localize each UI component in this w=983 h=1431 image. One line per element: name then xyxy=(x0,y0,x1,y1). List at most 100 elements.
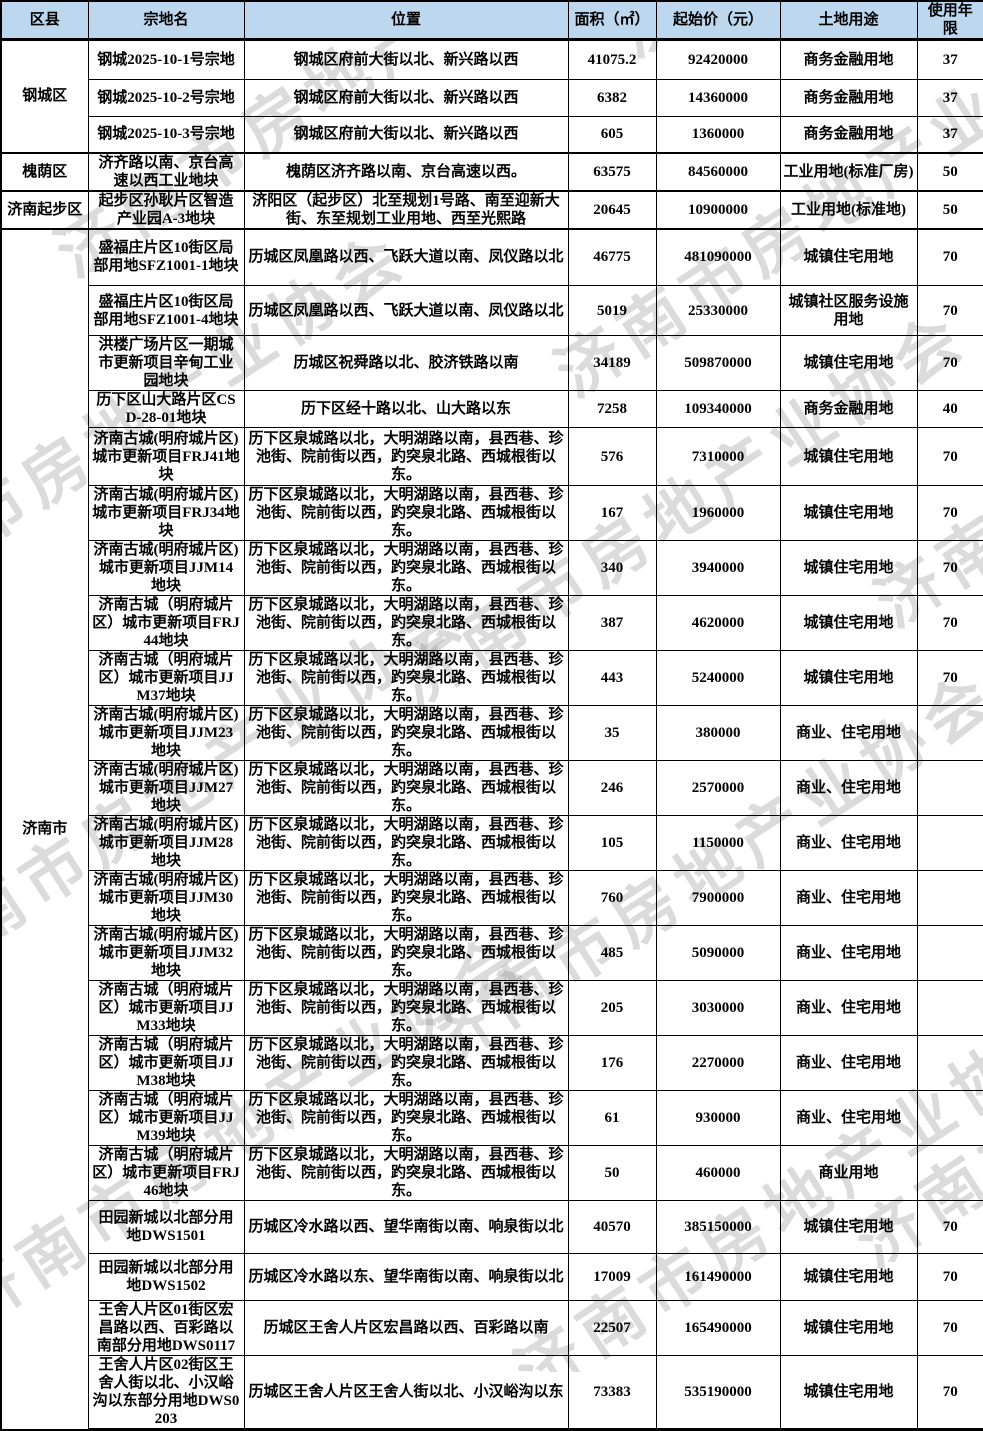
land-use-cell: 商业、住宅用地 xyxy=(779,870,918,926)
col-header-use-years: 使用年限 xyxy=(916,0,983,41)
area-cell: 20645 xyxy=(567,189,657,229)
start-price-cell: 380000 xyxy=(655,705,781,761)
table-row: 济南古城（明府城片区）城市更新项目JJM38地块 历下区泉城路以北，大明湖路以南，… xyxy=(1,1035,983,1091)
start-price-cell: 509870000 xyxy=(655,335,781,391)
header-row: 区县 宗地名 位置 面积（㎡） 起始价（元） 土地用途 使用年限 xyxy=(0,0,983,41)
land-use-cell: 城镇住宅用地 xyxy=(779,427,918,486)
parcel-name-cell: 济齐路以南、京台高速以西工业地块 xyxy=(87,151,245,191)
start-price-cell: 5240000 xyxy=(655,650,781,706)
area-cell: 443 xyxy=(567,650,657,706)
use-years-cell xyxy=(916,705,983,761)
parcel-name-cell: 田园新城以北部分用地DWS1502 xyxy=(87,1253,245,1301)
table-row: 济南古城（明府城片区）城市更新项目JJM33地块 历下区泉城路以北，大明湖路以南，… xyxy=(1,980,983,1036)
start-price-cell: 535190000 xyxy=(655,1355,781,1431)
area-cell: 40570 xyxy=(567,1200,657,1254)
table-row: 王舍人片区01街区宏昌路以西、百彩路以南部分用地DWS0117 历城区王舍人片区宏… xyxy=(1,1300,983,1356)
location-cell: 历城区冷水路以东、望华南街以南、响泉街以北 xyxy=(243,1253,569,1301)
start-price-cell: 1960000 xyxy=(655,485,781,541)
location-cell: 历下区泉城路以北，大明湖路以南，县西巷、珍池街、院前街以西，趵突泉北路、西城根街… xyxy=(243,980,569,1036)
use-years-cell: 70 xyxy=(916,595,983,651)
table-row: 济南古城(明府城片区)城市更新项目JJM28地块 历下区泉城路以北，大明湖路以南，… xyxy=(1,815,983,871)
location-cell: 历下区经十路以北、山大路以东 xyxy=(243,390,569,428)
use-years-cell xyxy=(916,815,983,871)
table-row: 济南古城(明府城片区)城市更新项目JJM23地块 历下区泉城路以北，大明湖路以南，… xyxy=(1,705,983,761)
district-cell: 槐荫区 xyxy=(0,151,89,191)
location-cell: 钢城区府前大街以北、新兴路以西 xyxy=(243,38,569,80)
use-years-cell: 70 xyxy=(916,650,983,706)
col-header-area: 面积（㎡） xyxy=(567,0,657,41)
location-cell: 历下区泉城路以北，大明湖路以南，县西巷、珍池街、院前街以西，趵突泉北路、西城根街… xyxy=(243,815,569,871)
start-price-cell: 1360000 xyxy=(655,116,781,153)
area-cell: 22507 xyxy=(567,1300,657,1356)
col-header-parcel-name: 宗地名 xyxy=(87,0,245,41)
use-years-cell xyxy=(916,1035,983,1091)
parcel-name-cell: 济南古城(明府城片区)城市更新项目FRJ41地块 xyxy=(87,427,245,486)
location-cell: 历城区王舍人片区王舍人街以北、小汉峪沟以东 xyxy=(243,1355,569,1431)
start-price-cell: 92420000 xyxy=(655,38,781,80)
land-use-cell: 商业、住宅用地 xyxy=(779,980,918,1036)
location-cell: 历城区凤凰路以西、飞跃大道以南、凤仪路以北 xyxy=(243,285,569,336)
area-cell: 605 xyxy=(567,116,657,153)
table-row: 济南古城(明府城片区)城市更新项目JJM30地块 历下区泉城路以北，大明湖路以南，… xyxy=(1,870,983,926)
use-years-cell: 70 xyxy=(916,540,983,596)
area-cell: 6382 xyxy=(567,79,657,117)
land-use-cell: 商务金融用地 xyxy=(779,390,918,428)
start-price-cell: 165490000 xyxy=(655,1300,781,1356)
land-use-cell: 商业、住宅用地 xyxy=(779,1035,918,1091)
location-cell: 历下区泉城路以北，大明湖路以南，县西巷、珍池街、院前街以西，趵突泉北路、西城根街… xyxy=(243,485,569,541)
table-row: 田园新城以北部分用地DWS1501 历城区冷水路以西、望华南街以南、响泉街以北 40… xyxy=(1,1200,983,1254)
table-body: 钢城区 钢城2025-10-1号宗地 钢城区府前大街以北、新兴路以西 41075.2 9… xyxy=(0,38,983,1431)
use-years-cell xyxy=(916,980,983,1036)
use-years-cell: 50 xyxy=(916,189,983,229)
use-years-cell xyxy=(916,870,983,926)
table-row: 钢城2025-10-3号宗地 钢城区府前大街以北、新兴路以西 605 1360000 商… xyxy=(1,116,983,153)
parcel-name-cell: 济南古城（明府城片区）城市更新项目JJM39地块 xyxy=(87,1090,245,1146)
start-price-cell: 7900000 xyxy=(655,870,781,926)
use-years-cell: 37 xyxy=(916,38,983,80)
land-use-cell: 商务金融用地 xyxy=(779,38,918,80)
table-row: 济南古城（明府城片区）城市更新项目JJM39地块 历下区泉城路以北，大明湖路以南，… xyxy=(1,1090,983,1146)
parcel-name-cell: 济南古城（明府城片区）城市更新项目FRJ44地块 xyxy=(87,595,245,651)
land-use-cell: 城镇住宅用地 xyxy=(779,1200,918,1254)
table-row: 钢城区 钢城2025-10-1号宗地 钢城区府前大街以北、新兴路以西 41075.2 9… xyxy=(0,38,983,153)
area-cell: 50 xyxy=(567,1145,657,1201)
parcel-name-cell: 起步区孙耿片区智造产业园A-3地块 xyxy=(87,189,245,229)
parcel-name-cell: 济南古城(明府城片区)城市更新项目JJM23地块 xyxy=(87,705,245,761)
area-cell: 167 xyxy=(567,485,657,541)
use-years-cell xyxy=(916,760,983,816)
land-use-cell: 城镇住宅用地 xyxy=(779,1355,918,1431)
use-years-cell xyxy=(916,1090,983,1146)
land-use-cell: 城镇住宅用地 xyxy=(779,540,918,596)
start-price-cell: 3030000 xyxy=(655,980,781,1036)
parcel-name-cell: 王舍人片区02街区王舍人街以北、小汉峪沟以东部分用地DWS0203 xyxy=(87,1355,245,1431)
location-cell: 历城区冷水路以西、望华南街以南、响泉街以北 xyxy=(243,1200,569,1254)
land-use-cell: 商业、住宅用地 xyxy=(779,705,918,761)
area-cell: 61 xyxy=(567,1090,657,1146)
area-cell: 46775 xyxy=(567,227,657,286)
col-header-district: 区县 xyxy=(0,0,89,41)
use-years-cell: 70 xyxy=(916,1200,983,1254)
location-cell: 历下区泉城路以北，大明湖路以南，县西巷、珍池街、院前街以西，趵突泉北路、西城根街… xyxy=(243,705,569,761)
parcel-name-cell: 济南古城（明府城片区）城市更新项目FRJ46地块 xyxy=(87,1145,245,1201)
table-row: 盛福庄片区10街区局部用地SFZ1001-4地块 历城区凤凰路以西、飞跃大道以南、… xyxy=(1,285,983,336)
area-cell: 205 xyxy=(567,980,657,1036)
land-use-cell: 商务金融用地 xyxy=(779,116,918,153)
use-years-cell xyxy=(916,1145,983,1201)
district-cell: 钢城区 xyxy=(0,38,89,153)
parcel-name-cell: 盛福庄片区10街区局部用地SFZ1001-4地块 xyxy=(87,285,245,336)
land-use-cell: 商业、住宅用地 xyxy=(779,760,918,816)
start-price-cell: 7310000 xyxy=(655,427,781,486)
area-cell: 176 xyxy=(567,1035,657,1091)
use-years-cell: 70 xyxy=(916,1355,983,1431)
location-cell: 历下区泉城路以北，大明湖路以南，县西巷、珍池街、院前街以西，趵突泉北路、西城根街… xyxy=(243,1035,569,1091)
start-price-cell: 84560000 xyxy=(655,151,781,191)
location-cell: 历下区泉城路以北，大明湖路以南，县西巷、珍池街、院前街以西，趵突泉北路、西城根街… xyxy=(243,870,569,926)
parcel-name-cell: 钢城2025-10-3号宗地 xyxy=(87,116,245,153)
area-cell: 7258 xyxy=(567,390,657,428)
use-years-cell: 70 xyxy=(916,227,983,286)
start-price-cell: 481090000 xyxy=(655,227,781,286)
table-row: 济南起步区 起步区孙耿片区智造产业园A-3地块 济阳区（起步区）北至规划1号路、南至… xyxy=(0,189,983,229)
table-row: 济南古城(明府城片区)城市更新项目FRJ34地块 历下区泉城路以北，大明湖路以南，… xyxy=(1,485,983,541)
start-price-cell: 10900000 xyxy=(655,189,781,229)
land-use-cell: 城镇住宅用地 xyxy=(779,485,918,541)
